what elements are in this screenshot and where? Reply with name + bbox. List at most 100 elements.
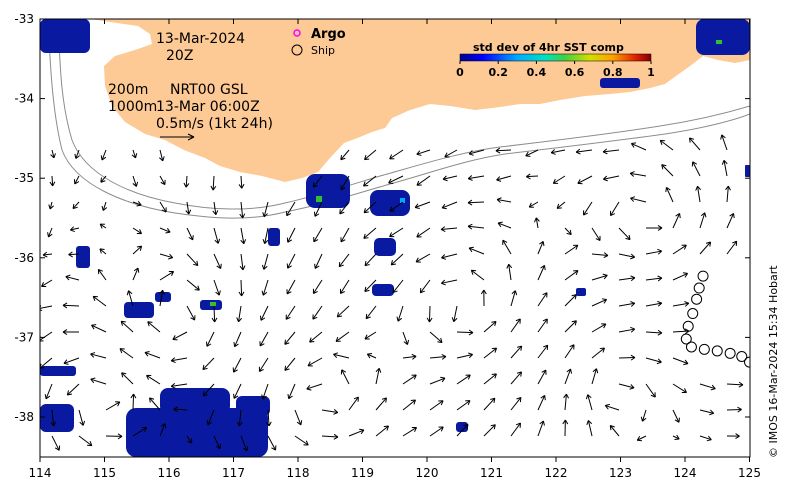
current-arrow [672,434,680,440]
current-arrow [90,377,107,385]
current-arrow [132,427,148,437]
current-arrow [585,394,593,411]
current-arrow [262,227,269,244]
current-arrow [73,175,80,185]
current-arrow [339,279,350,294]
current-arrow [444,149,458,158]
current-arrow [645,275,663,282]
current-arrow [537,318,548,333]
current-arrow [338,253,350,268]
colorbar-tick-label: 0.2 [488,66,508,79]
current-arrow [213,435,222,450]
current-arrow [618,275,636,282]
current-arrow [591,368,599,385]
current-arrow [510,318,521,333]
current-arrow [426,305,433,323]
current-arrow [286,227,296,243]
current-arrow [483,397,496,411]
current-arrow [284,357,296,371]
ship-position [680,333,692,345]
current-arrow [699,212,707,229]
current-arrow [661,164,674,177]
lon-tick-label: 118 [287,466,310,480]
current-arrow [496,175,512,182]
current-arrow [159,149,165,162]
current-arrow [556,201,566,209]
current-arrow [510,396,522,411]
current-arrow [238,175,245,189]
lon-tick-label: 114 [29,466,52,480]
colorbar-tick-label: 0 [456,66,464,79]
current-arrow [672,301,690,307]
ship-position [687,308,699,320]
current-arrow [90,352,107,359]
current-arrow [130,393,137,411]
current-arrow [645,357,662,365]
current-arrow [537,292,548,307]
current-arrow [149,397,161,411]
current-arrow [402,374,417,385]
current-arrow [363,175,377,187]
current-arrow [100,149,107,161]
colorbar-tick-label: 0.6 [565,66,585,79]
current-arrow [186,253,199,267]
current-arrow [456,352,473,359]
current-arrow [363,227,377,239]
current-arrow [456,400,471,411]
current-arrow [170,382,188,389]
current-arrow [313,201,323,217]
current-arrow [202,357,215,371]
current-arrow [314,253,323,269]
current-arrow [389,149,404,160]
current-arrow [618,227,631,241]
current-arrow [688,137,701,151]
current-arrow [366,352,377,359]
ship-track [680,270,750,368]
current-arrow [695,185,702,203]
current-arrow [672,357,689,366]
current-arrow [47,227,53,238]
current-arrow [312,279,323,294]
current-arrow [159,253,174,260]
current-arrow [577,175,593,185]
current-arrow [725,185,731,203]
current-arrow [456,329,474,336]
current-arrow [502,239,512,255]
current-arrow [50,409,57,427]
current-arrow [336,305,350,318]
current-arrow [202,383,215,397]
current-arrow [672,272,689,281]
current-arrow [375,367,382,385]
current-arrow [575,148,593,155]
colorbar [459,53,652,62]
current-arrow [609,425,620,437]
current-arrow [51,435,61,451]
lon-tick-label: 122 [545,466,568,480]
current-arrow [388,175,404,184]
lat-tick-label: -38 [14,410,34,424]
lat-tick-label: -37 [14,330,34,344]
current-arrow [583,201,593,216]
product-time-label: 13-Mar 06:00Z [156,99,260,115]
current-arrow [396,305,404,322]
current-arrow [259,305,269,321]
current-arrow [236,305,242,323]
current-arrow [591,347,605,359]
ship-position [691,293,703,305]
current-arrow [49,175,56,187]
current-arrow [41,279,53,288]
current-arrow [610,201,620,217]
current-arrow [306,383,323,391]
imos-credit: © IMOS 16-Mar-2024 15:34 Hobart [767,265,780,458]
current-arrow [321,433,339,440]
current-arrow [172,331,188,341]
current-arrow [726,381,744,388]
current-arrow [506,263,513,281]
current-arrow [206,409,215,426]
current-arrow [261,383,269,400]
current-arrow [528,201,539,208]
current-arrow [99,248,107,255]
current-arrow [496,197,512,204]
current-arrow [672,244,687,255]
